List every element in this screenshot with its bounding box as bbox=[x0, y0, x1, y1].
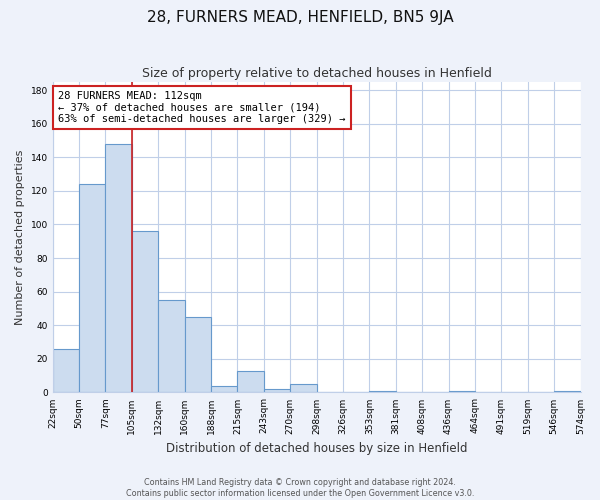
Bar bbox=[264, 389, 290, 392]
Text: Contains HM Land Registry data © Crown copyright and database right 2024.
Contai: Contains HM Land Registry data © Crown c… bbox=[126, 478, 474, 498]
Text: 28, FURNERS MEAD, HENFIELD, BN5 9JA: 28, FURNERS MEAD, HENFIELD, BN5 9JA bbox=[146, 10, 454, 25]
Bar bbox=[79, 184, 106, 392]
Bar bbox=[132, 231, 158, 392]
Bar bbox=[238, 370, 264, 392]
Bar bbox=[554, 391, 581, 392]
Bar bbox=[449, 391, 475, 392]
Bar bbox=[185, 317, 211, 392]
Bar bbox=[370, 391, 396, 392]
Title: Size of property relative to detached houses in Henfield: Size of property relative to detached ho… bbox=[142, 68, 491, 80]
X-axis label: Distribution of detached houses by size in Henfield: Distribution of detached houses by size … bbox=[166, 442, 467, 455]
Bar bbox=[211, 386, 238, 392]
Bar bbox=[106, 144, 132, 392]
Bar bbox=[158, 300, 185, 392]
Text: 28 FURNERS MEAD: 112sqm
← 37% of detached houses are smaller (194)
63% of semi-d: 28 FURNERS MEAD: 112sqm ← 37% of detache… bbox=[58, 91, 346, 124]
Y-axis label: Number of detached properties: Number of detached properties bbox=[15, 150, 25, 324]
Bar bbox=[290, 384, 317, 392]
Bar bbox=[53, 349, 79, 393]
